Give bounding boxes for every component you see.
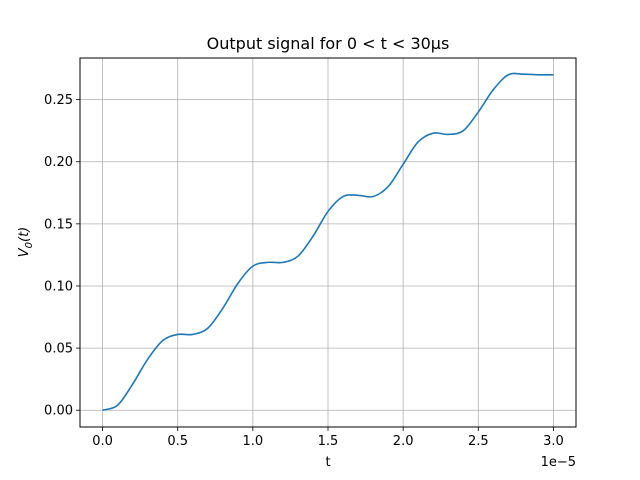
x-tick-label: 2.5 bbox=[468, 434, 489, 449]
x-tick-label: 2.0 bbox=[393, 434, 414, 449]
y-tick-label: 0.00 bbox=[44, 404, 73, 419]
y-axis-label: V0(t) bbox=[17, 227, 35, 258]
x-tick-label: 0.5 bbox=[167, 434, 188, 449]
x-tick-label: 3.0 bbox=[543, 434, 564, 449]
ticks: 0.0 0.5 1.0 1.5 2.0 2.5 3.0 0.00 0.05 0.10 0.15 0.2… bbox=[44, 93, 564, 449]
y-tick-label: 0.10 bbox=[44, 279, 73, 294]
x-offset-label: 1e−5 bbox=[541, 455, 576, 470]
x-tick-label: 1.0 bbox=[243, 434, 264, 449]
y-tick-label: 0.25 bbox=[44, 93, 73, 108]
series-layer bbox=[102, 72, 554, 412]
grid bbox=[80, 58, 576, 427]
chart-title: Output signal for 0 < t < 30μs bbox=[207, 34, 450, 53]
y-tick-label: 0.20 bbox=[44, 155, 73, 170]
y-tick-label: 0.05 bbox=[44, 342, 73, 357]
y-axis-label-group: V0(t) bbox=[17, 227, 35, 258]
x-tick-label: 1.5 bbox=[318, 434, 339, 449]
x-tick-label: 0.0 bbox=[92, 434, 113, 449]
series-line bbox=[102, 72, 554, 412]
x-axis-label: t bbox=[325, 455, 330, 470]
y-tick-label: 0.15 bbox=[44, 217, 73, 232]
